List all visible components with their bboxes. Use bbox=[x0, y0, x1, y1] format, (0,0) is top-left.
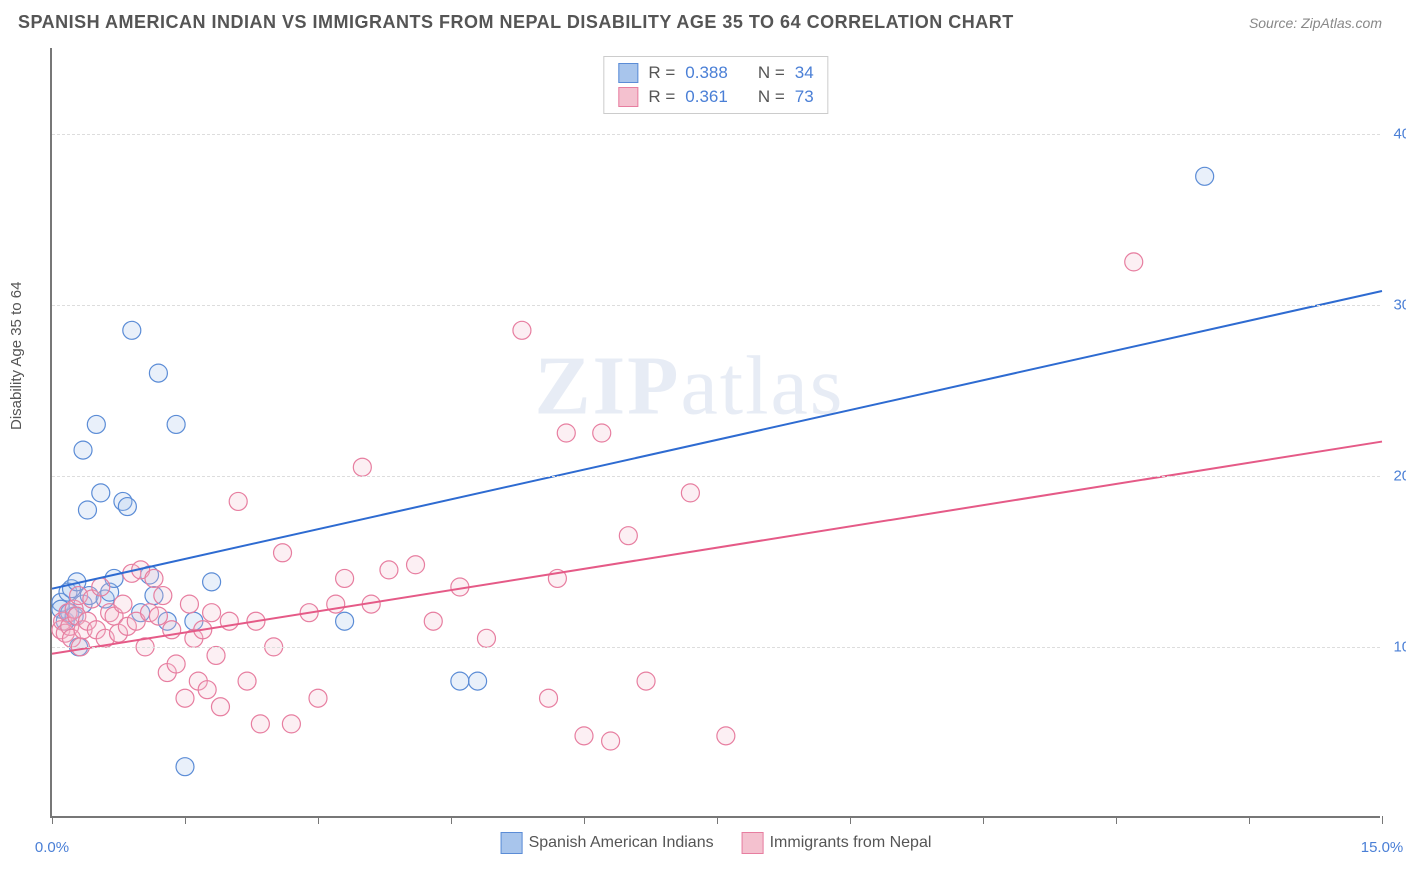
scatter-point bbox=[92, 578, 110, 596]
gridline bbox=[52, 476, 1380, 477]
legend-swatch-icon bbox=[501, 832, 523, 854]
scatter-point bbox=[87, 415, 105, 433]
bottom-legend: Spanish American Indians Immigrants from … bbox=[501, 832, 932, 854]
x-tick bbox=[318, 816, 319, 824]
x-tick-label: 0.0% bbox=[35, 839, 69, 856]
scatter-point bbox=[220, 612, 238, 630]
x-tick bbox=[1116, 816, 1117, 824]
scatter-point bbox=[477, 629, 495, 647]
scatter-point bbox=[203, 604, 221, 622]
scatter-point bbox=[180, 595, 198, 613]
scatter-point bbox=[637, 672, 655, 690]
stats-n-label: N = bbox=[758, 63, 785, 83]
scatter-point bbox=[681, 484, 699, 502]
stats-swatch-icon bbox=[618, 63, 638, 83]
scatter-point bbox=[251, 715, 269, 733]
y-tick-label: 30.0% bbox=[1393, 296, 1406, 313]
scatter-point bbox=[336, 569, 354, 587]
scatter-point bbox=[149, 364, 167, 382]
scatter-point bbox=[74, 441, 92, 459]
chart-plot-area: ZIPatlas R =0.388N =34R =0.361N =73 Span… bbox=[50, 48, 1380, 818]
x-tick bbox=[1382, 816, 1383, 824]
scatter-point bbox=[176, 758, 194, 776]
scatter-point bbox=[274, 544, 292, 562]
scatter-point bbox=[238, 672, 256, 690]
y-axis-label: Disability Age 35 to 64 bbox=[8, 282, 25, 430]
legend-item: Immigrants from Nepal bbox=[742, 832, 932, 854]
gridline bbox=[52, 305, 1380, 306]
scatter-point bbox=[282, 715, 300, 733]
stats-r-value: 0.388 bbox=[685, 63, 728, 83]
scatter-point bbox=[78, 501, 96, 519]
scatter-point bbox=[717, 727, 735, 745]
x-tick bbox=[451, 816, 452, 824]
stats-row: R = 0.388 N = 34 bbox=[618, 61, 813, 85]
y-tick-label: 10.0% bbox=[1393, 638, 1406, 655]
chart-title: SPANISH AMERICAN INDIAN VS IMMIGRANTS FR… bbox=[18, 12, 1014, 33]
scatter-point bbox=[176, 689, 194, 707]
scatter-point bbox=[380, 561, 398, 579]
legend-label: Spanish American Indians bbox=[529, 834, 714, 851]
scatter-point bbox=[353, 458, 371, 476]
legend-item: Spanish American Indians bbox=[501, 832, 714, 854]
scatter-point bbox=[118, 498, 136, 516]
legend-label: Immigrants from Nepal bbox=[770, 834, 932, 851]
y-tick-label: 40.0% bbox=[1393, 125, 1406, 142]
scatter-point bbox=[211, 698, 229, 716]
scatter-point bbox=[602, 732, 620, 750]
x-tick-label: 15.0% bbox=[1361, 839, 1404, 856]
scatter-point bbox=[198, 681, 216, 699]
scatter-point bbox=[154, 587, 172, 605]
x-tick bbox=[850, 816, 851, 824]
scatter-point bbox=[149, 607, 167, 625]
scatter-point bbox=[557, 424, 575, 442]
stats-n-value: 73 bbox=[795, 87, 814, 107]
x-tick bbox=[983, 816, 984, 824]
scatter-point bbox=[336, 612, 354, 630]
source-label: Source: ZipAtlas.com bbox=[1249, 15, 1382, 31]
trend-line bbox=[52, 442, 1382, 654]
stats-n-label: N = bbox=[758, 87, 785, 107]
scatter-point bbox=[167, 415, 185, 433]
x-tick bbox=[1249, 816, 1250, 824]
scatter-point bbox=[207, 646, 225, 664]
scatter-point bbox=[540, 689, 558, 707]
stats-r-value: 0.361 bbox=[685, 87, 728, 107]
scatter-point bbox=[575, 727, 593, 745]
stats-swatch-icon bbox=[618, 87, 638, 107]
scatter-point bbox=[229, 492, 247, 510]
x-tick bbox=[185, 816, 186, 824]
y-tick-label: 20.0% bbox=[1393, 467, 1406, 484]
scatter-point bbox=[593, 424, 611, 442]
x-tick bbox=[52, 816, 53, 824]
stats-row: R = 0.361 N = 73 bbox=[618, 85, 813, 109]
legend-swatch-icon bbox=[742, 832, 764, 854]
scatter-point bbox=[92, 484, 110, 502]
scatter-point bbox=[167, 655, 185, 673]
scatter-point bbox=[469, 672, 487, 690]
scatter-point bbox=[145, 569, 163, 587]
stats-legend-box: R = 0.388 N = 34 R = 0.361 N = 73 bbox=[603, 56, 828, 114]
scatter-point bbox=[1196, 167, 1214, 185]
gridline bbox=[52, 647, 1380, 648]
gridline bbox=[52, 134, 1380, 135]
scatter-point bbox=[407, 556, 425, 574]
trend-line bbox=[52, 291, 1382, 589]
x-tick bbox=[584, 816, 585, 824]
scatter-point bbox=[424, 612, 442, 630]
stats-n-value: 34 bbox=[795, 63, 814, 83]
scatter-svg bbox=[52, 48, 1380, 816]
scatter-point bbox=[1125, 253, 1143, 271]
scatter-point bbox=[513, 321, 531, 339]
scatter-point bbox=[203, 573, 221, 591]
x-tick bbox=[717, 816, 718, 824]
scatter-point bbox=[451, 672, 469, 690]
scatter-point bbox=[114, 595, 132, 613]
scatter-point bbox=[309, 689, 327, 707]
scatter-point bbox=[619, 527, 637, 545]
stats-r-label: R = bbox=[648, 87, 675, 107]
scatter-point bbox=[123, 321, 141, 339]
stats-r-label: R = bbox=[648, 63, 675, 83]
